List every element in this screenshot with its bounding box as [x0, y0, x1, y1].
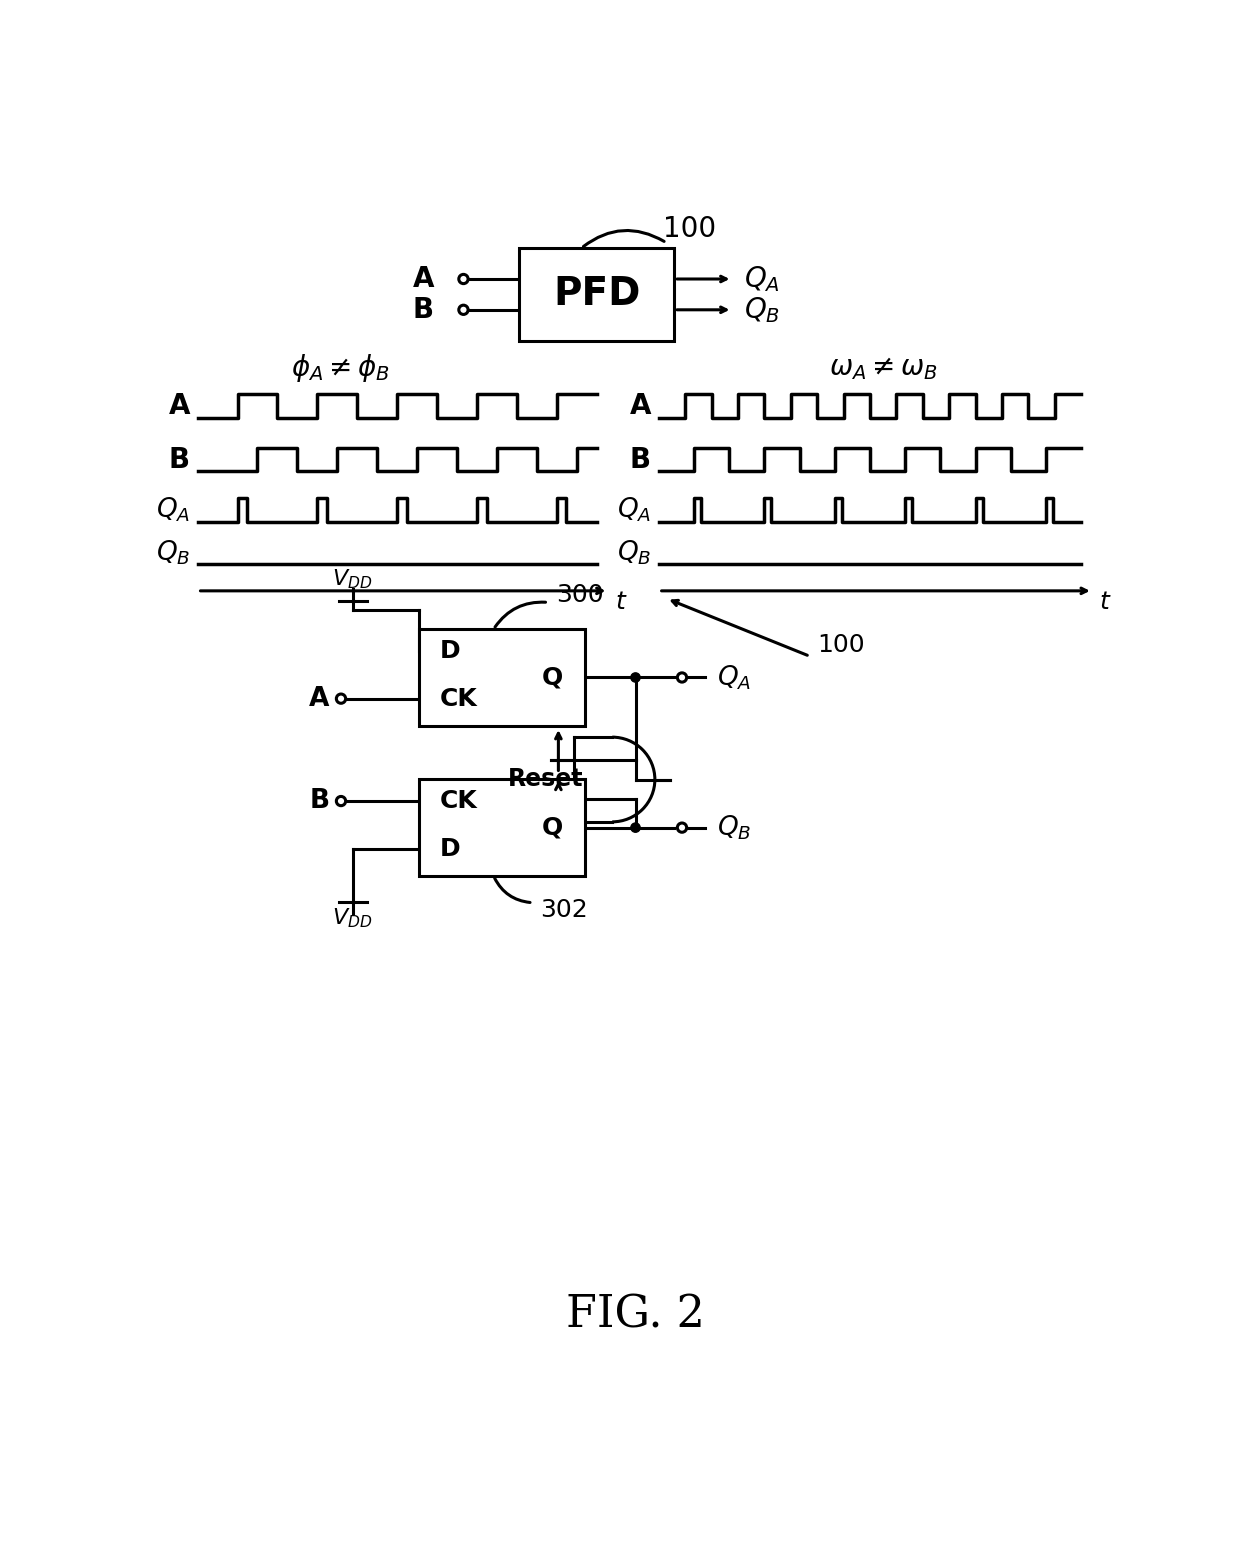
Text: 302: 302 — [541, 899, 588, 922]
Text: B: B — [630, 446, 651, 474]
Text: CK: CK — [440, 687, 477, 711]
Text: $Q_A$: $Q_A$ — [717, 664, 751, 692]
Bar — [419, 630, 585, 726]
Text: D: D — [440, 639, 461, 662]
Text: $Q_B$: $Q_B$ — [616, 538, 651, 566]
Text: Q: Q — [542, 816, 563, 840]
Text: B: B — [309, 788, 330, 815]
Text: t: t — [1100, 591, 1110, 614]
Bar — [419, 779, 585, 875]
Circle shape — [631, 823, 640, 832]
Text: $Q_A$: $Q_A$ — [744, 264, 780, 294]
Text: $Q_B$: $Q_B$ — [717, 813, 751, 841]
Text: A: A — [630, 392, 651, 420]
Text: $V_{DD}$: $V_{DD}$ — [332, 568, 373, 591]
Text: Reset: Reset — [508, 768, 584, 791]
Text: B: B — [413, 295, 434, 323]
Text: $\phi_A \neq \phi_B$: $\phi_A \neq \phi_B$ — [290, 351, 389, 384]
Text: A: A — [413, 264, 434, 292]
Text: A: A — [309, 686, 330, 712]
Text: CK: CK — [440, 788, 477, 813]
Text: $Q_B$: $Q_B$ — [155, 538, 190, 566]
Text: $Q_B$: $Q_B$ — [744, 295, 780, 325]
Text: PFD: PFD — [553, 275, 640, 314]
Text: $\omega_A \neq \omega_B$: $\omega_A \neq \omega_B$ — [830, 353, 939, 381]
Text: 100: 100 — [817, 633, 866, 656]
Text: Q: Q — [542, 666, 563, 689]
Text: FIG. 2: FIG. 2 — [567, 1294, 704, 1336]
Text: $V_{DD}$: $V_{DD}$ — [332, 907, 373, 930]
Bar — [520, 249, 675, 341]
Text: 300: 300 — [556, 583, 604, 606]
Text: A: A — [169, 392, 190, 420]
Text: D: D — [440, 837, 461, 861]
Text: 100: 100 — [663, 215, 717, 243]
Text: $Q_A$: $Q_A$ — [156, 496, 190, 524]
Text: t: t — [615, 591, 625, 614]
Text: B: B — [169, 446, 190, 474]
Circle shape — [631, 673, 640, 683]
Text: $Q_A$: $Q_A$ — [616, 496, 651, 524]
